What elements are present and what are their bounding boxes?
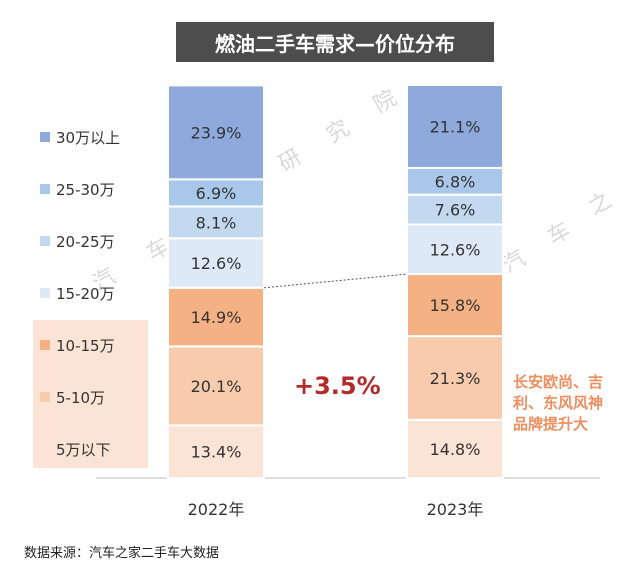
bar-segment	[167, 286, 265, 348]
legend-highlight-box	[33, 320, 148, 468]
bar-segment	[167, 178, 265, 208]
bar-segment	[406, 84, 504, 169]
delta-annotation: +3.5%	[294, 372, 381, 400]
bar-segment	[167, 84, 265, 181]
bar-segment	[406, 193, 504, 226]
bar-segment	[406, 418, 504, 479]
bar-segment	[406, 273, 504, 338]
legend-swatch	[40, 340, 50, 350]
data-label: 23.9%	[191, 123, 242, 142]
legend-swatch	[40, 288, 50, 298]
note-annotation: 长安欧尚、吉利、东风风神品牌提升大	[513, 373, 604, 433]
legend-label: 5-10万	[56, 388, 106, 407]
x-tick-label: 2023年	[426, 500, 484, 519]
legend-label: 15-20万	[56, 284, 115, 303]
data-label: 15.8%	[430, 296, 481, 315]
legend-item: 25-30万	[40, 177, 115, 201]
data-label: 6.9%	[196, 184, 237, 203]
legend-label: 10-15万	[56, 336, 115, 355]
bar-segment	[406, 335, 504, 421]
bar-segment	[406, 223, 504, 276]
legend-swatch	[40, 392, 50, 402]
source-note: 数据来源：汽车之家二手车大数据	[24, 546, 220, 561]
chart-title: 燃油二手车需求—价位分布	[176, 22, 494, 62]
legend-item: 10-15万	[40, 333, 115, 357]
bar-segment	[167, 345, 265, 427]
data-label: 12.6%	[191, 254, 242, 273]
data-label: 13.4%	[191, 443, 242, 462]
legend-item: 5万以下	[40, 437, 111, 461]
data-label: 12.6%	[430, 240, 481, 259]
data-label: 6.8%	[435, 172, 476, 191]
data-label: 7.6%	[435, 201, 476, 220]
data-label: 21.3%	[430, 369, 481, 388]
data-label: 14.9%	[191, 308, 242, 327]
data-label: 14.8%	[430, 440, 481, 459]
legend-label: 5万以下	[56, 440, 111, 459]
legend-swatch	[40, 184, 50, 194]
legend-item: 30万以上	[40, 125, 120, 149]
legend-swatch	[40, 132, 50, 142]
data-label: 8.1%	[196, 213, 237, 232]
bar-segment	[406, 166, 504, 196]
connector-line	[263, 273, 408, 289]
x-tick-label: 2022年	[187, 500, 245, 519]
legend-label: 20-25万	[56, 232, 115, 251]
legend-swatch	[40, 236, 50, 246]
bar-segment	[167, 424, 265, 480]
legend-label: 25-30万	[56, 180, 115, 199]
legend-item: 20-25万	[40, 229, 115, 253]
data-label: 21.1%	[430, 117, 481, 136]
bar-segment	[167, 237, 265, 289]
legend-item: 15-20万	[40, 281, 115, 305]
data-label: 20.1%	[191, 377, 242, 396]
legend-item: 5-10万	[40, 385, 105, 409]
legend-label: 30万以上	[56, 128, 121, 147]
